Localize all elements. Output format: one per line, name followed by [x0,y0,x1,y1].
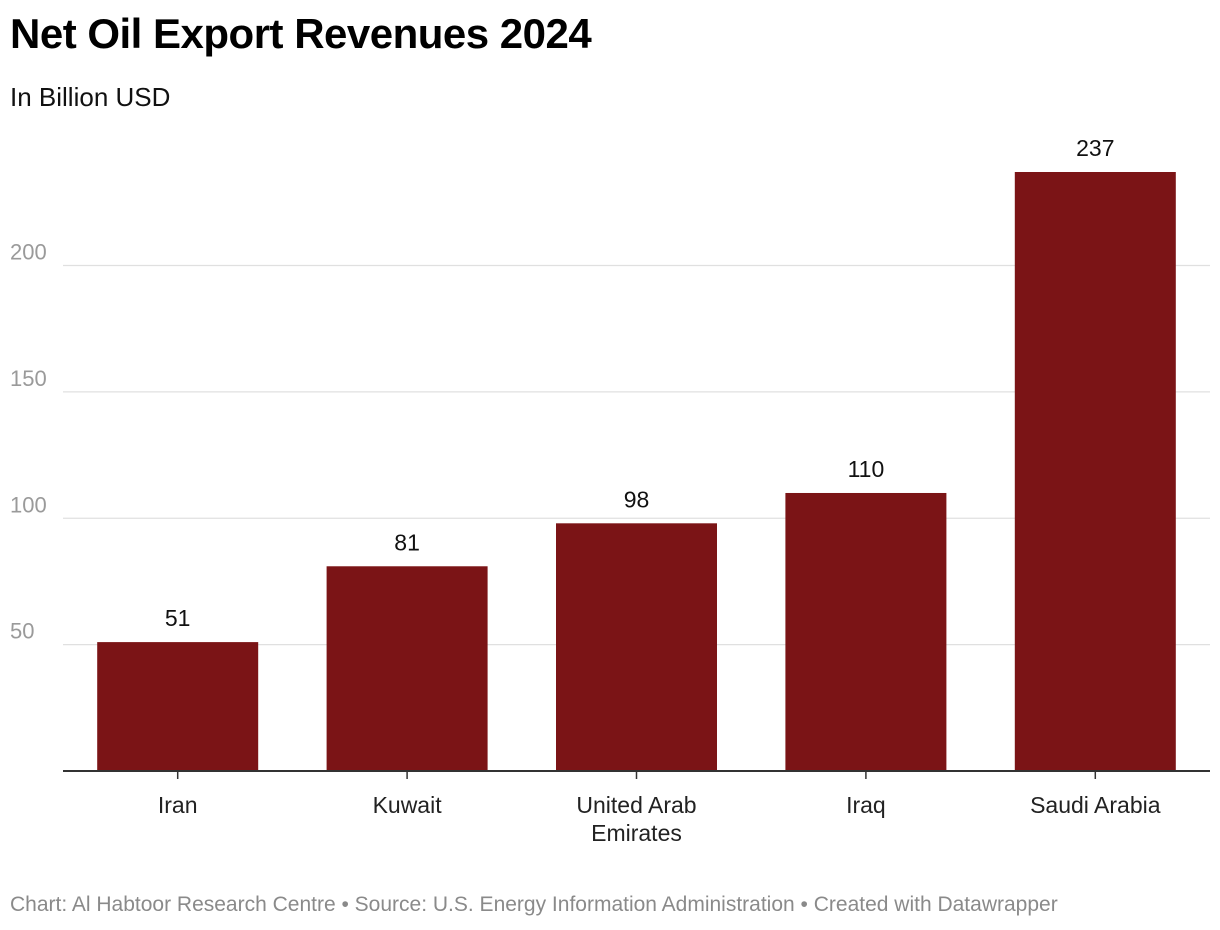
value-label: 81 [394,529,420,555]
y-tick-label: 200 [10,240,47,265]
category-label: Iraq [846,792,886,818]
bar [326,566,488,771]
y-axis-tick-labels: 50 100 150 200 [10,240,47,644]
value-label: 98 [624,486,650,512]
y-tick-label: 50 [10,619,34,644]
bar [1014,172,1176,771]
bar [556,523,717,771]
chart-subtitle: In Billion USD [10,82,171,112]
value-label: 51 [165,605,191,631]
chart-title: Net Oil Export Revenues 2024 [10,10,592,57]
value-label: 110 [848,456,885,482]
category-label: United Arab Emirates [576,792,696,846]
bars [97,172,1176,771]
category-label: Iran [158,792,198,818]
category-label: Kuwait [373,792,443,818]
value-labels: 51 81 98 110 237 [165,135,1115,631]
x-axis [63,770,1210,779]
y-tick-label: 100 [10,492,47,517]
y-tick-label: 150 [10,366,47,391]
chart-footer: Chart: Al Habtoor Research Centre • Sour… [10,893,1058,916]
category-label: Saudi Arabia [1030,792,1161,818]
bar [97,642,259,771]
bar [785,492,947,771]
value-label: 237 [1076,135,1114,161]
category-labels: Iran Kuwait United Arab Emirates Iraq Saudi A… [158,792,1161,846]
